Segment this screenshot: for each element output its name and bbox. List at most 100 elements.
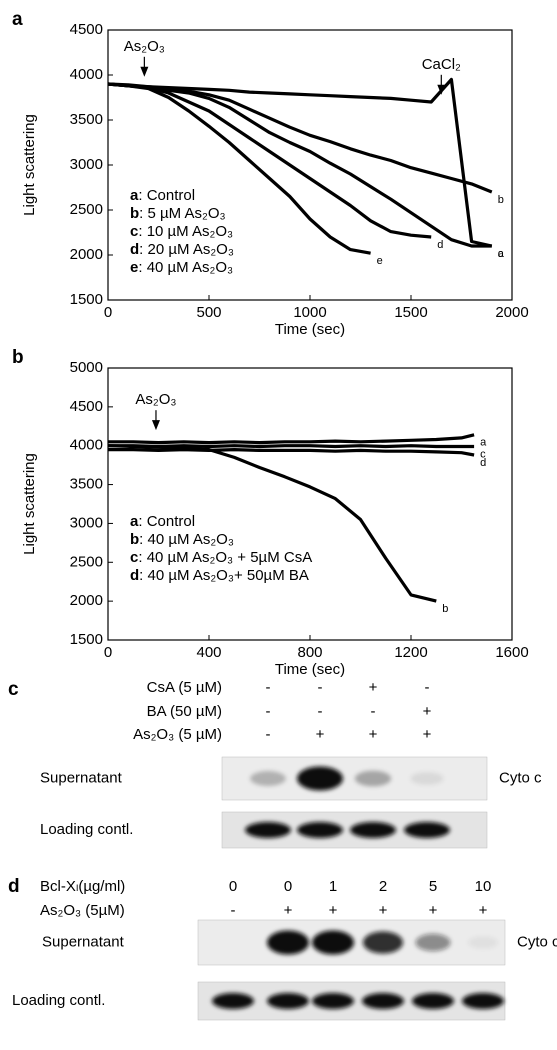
condition-sign: - bbox=[371, 703, 376, 720]
annotation: As₂O₃ bbox=[135, 391, 176, 408]
condition-label: Bcl-Xₗ(µg/ml) bbox=[40, 878, 125, 895]
blot-band bbox=[467, 936, 499, 949]
legend-key: e bbox=[130, 259, 138, 276]
legend-label: 40 µM As₂O₃ bbox=[147, 259, 233, 276]
condition-sign: + bbox=[369, 726, 378, 743]
data-line bbox=[107, 82, 371, 255]
legend-entry: a: Control bbox=[130, 187, 195, 204]
x-tick-label: 800 bbox=[297, 644, 322, 661]
y-axis-title: Light scattering bbox=[21, 114, 38, 216]
data-line bbox=[107, 82, 493, 194]
legend-separator: : bbox=[138, 549, 146, 566]
x-tick-label: 400 bbox=[196, 644, 221, 661]
line-end-label: c bbox=[498, 248, 504, 260]
blot-band bbox=[250, 771, 286, 786]
legend-label: 20 µM As₂O₃ bbox=[148, 241, 234, 258]
row-label: Loading contl. bbox=[12, 992, 105, 1009]
legend-separator: : bbox=[139, 567, 147, 584]
condition-sign: + bbox=[379, 902, 388, 919]
condition-sign: - bbox=[266, 703, 271, 720]
legend-label: 40 µM As₂O₃ + 5µM CsA bbox=[147, 549, 313, 566]
legend-entry: c: 40 µM As₂O₃ + 5µM CsA bbox=[130, 549, 312, 566]
blot-band bbox=[312, 993, 354, 1009]
y-tick-label: 2500 bbox=[70, 201, 103, 218]
condition-label: BA (50 µM) bbox=[147, 703, 222, 720]
row-label: Supernatant bbox=[42, 933, 125, 950]
condition-sign: 10 bbox=[475, 878, 492, 895]
condition-sign: + bbox=[329, 902, 338, 919]
legend-label: 5 µM As₂O₃ bbox=[148, 205, 226, 222]
blot-band bbox=[212, 993, 254, 1009]
legend-entry: d: 40 µM As₂O₃+ 50µM BA bbox=[130, 567, 309, 584]
row-label: Supernatant bbox=[40, 769, 123, 786]
legend-key: a bbox=[130, 513, 139, 530]
data-line bbox=[107, 82, 432, 239]
y-axis-title: Light scattering bbox=[21, 453, 38, 555]
blot-band bbox=[354, 770, 392, 787]
condition-sign: - bbox=[231, 902, 236, 919]
blot-band bbox=[297, 822, 343, 838]
panel-label: a bbox=[12, 9, 23, 30]
annotation-arrowhead bbox=[437, 84, 446, 95]
x-tick-label: 1000 bbox=[293, 304, 326, 321]
blot-band bbox=[267, 993, 309, 1009]
condition-sign: - bbox=[266, 679, 271, 696]
line-end-label: b bbox=[442, 603, 448, 615]
line-end-label: a bbox=[480, 437, 487, 449]
x-tick-label: 1200 bbox=[394, 644, 427, 661]
condition-label: As₂O₃ (5µM) bbox=[40, 902, 125, 919]
blot-band bbox=[362, 931, 404, 954]
x-tick-label: 2000 bbox=[495, 304, 528, 321]
annotation: As₂O₃ bbox=[124, 38, 165, 55]
legend-key: a bbox=[130, 187, 139, 204]
panel-label: b bbox=[12, 347, 24, 368]
x-tick-label: 0 bbox=[104, 644, 112, 661]
condition-sign: 2 bbox=[379, 878, 387, 895]
legend-label: 10 µM As₂O₃ bbox=[147, 223, 233, 240]
condition-sign: 0 bbox=[284, 878, 292, 895]
legend-key: b bbox=[130, 531, 139, 548]
legend-entry: d: 20 µM As₂O₃ bbox=[130, 241, 234, 258]
data-line bbox=[108, 433, 475, 445]
blot-band bbox=[415, 933, 451, 952]
condition-sign: - bbox=[425, 679, 430, 696]
blot-band bbox=[362, 993, 404, 1009]
x-tick-label: 1500 bbox=[394, 304, 427, 321]
row-label: Loading contl. bbox=[40, 821, 133, 838]
y-tick-label: 4500 bbox=[70, 21, 103, 38]
legend-entry: b: 40 µM As₂O₃ bbox=[130, 531, 234, 548]
data-line bbox=[108, 444, 475, 449]
y-tick-label: 4000 bbox=[70, 66, 103, 83]
y-tick-label: 4000 bbox=[70, 437, 103, 454]
legend-label: Control bbox=[147, 187, 195, 204]
condition-sign: + bbox=[423, 726, 432, 743]
y-tick-label: 2500 bbox=[70, 553, 103, 570]
legend-separator: : bbox=[139, 531, 147, 548]
y-tick-label: 1500 bbox=[70, 291, 103, 308]
x-tick-label: 1600 bbox=[495, 644, 528, 661]
annotation-arrowhead bbox=[140, 66, 149, 77]
condition-label: CsA (5 µM) bbox=[147, 679, 222, 696]
legend-entry: b: 5 µM As₂O₃ bbox=[130, 205, 226, 222]
target-label: Cyto c bbox=[499, 769, 542, 786]
blot-band bbox=[267, 930, 309, 955]
legend-label: 40 µM As₂O₃ bbox=[148, 531, 234, 548]
blot-band bbox=[410, 772, 444, 785]
blot-band bbox=[297, 766, 343, 791]
x-tick-label: 0 bbox=[104, 304, 112, 321]
annotation: CaCl₂ bbox=[422, 56, 461, 73]
legend-key: c bbox=[130, 223, 138, 240]
legend-key: d bbox=[130, 241, 139, 258]
blot-band bbox=[412, 993, 454, 1009]
x-axis-title: Time (sec) bbox=[275, 321, 345, 338]
legend-separator: : bbox=[138, 259, 146, 276]
y-tick-label: 3000 bbox=[70, 156, 103, 173]
y-tick-label: 3500 bbox=[70, 476, 103, 493]
legend-key: c bbox=[130, 549, 138, 566]
legend-separator: : bbox=[138, 513, 146, 530]
condition-sign: 0 bbox=[229, 878, 237, 895]
data-line bbox=[107, 82, 492, 248]
legend-separator: : bbox=[139, 205, 147, 222]
condition-sign: + bbox=[369, 679, 378, 696]
blot-band bbox=[462, 993, 504, 1009]
